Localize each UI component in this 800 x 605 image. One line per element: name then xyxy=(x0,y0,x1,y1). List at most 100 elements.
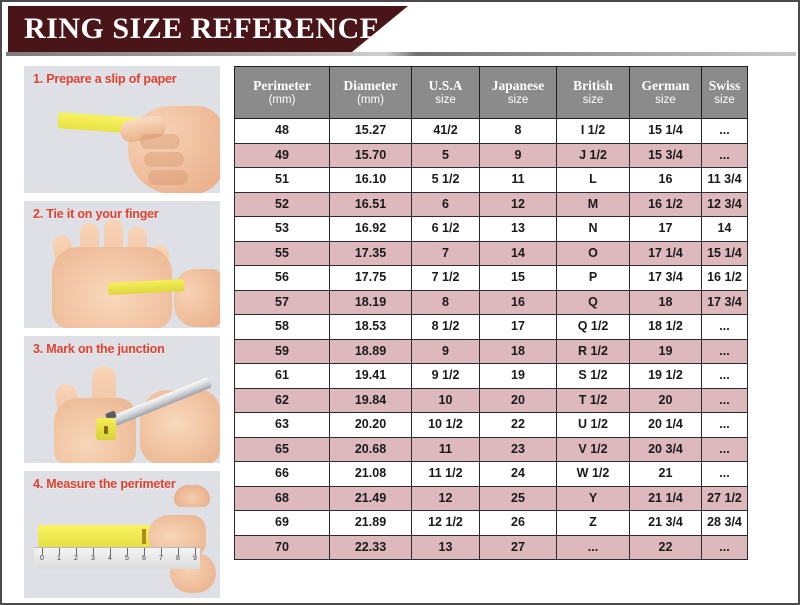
step-3-mark-junction: 3. Mark on the junction xyxy=(24,336,220,463)
table-cell: ... xyxy=(701,534,748,560)
table-cell: 16 1/2 xyxy=(629,191,702,217)
column-header-sub: size xyxy=(714,93,735,106)
table-cell: 17.75 xyxy=(329,265,412,291)
table-cell: 17 3/4 xyxy=(701,289,748,315)
table-cell: 7 1/2 xyxy=(411,265,480,291)
table-cell: 18 xyxy=(479,338,557,364)
table-header-row: Perimeter (mm) Diameter (mm) U.S.A size Japane… xyxy=(234,66,748,119)
step-1-prepare-paper: 1. Prepare a slip of paper xyxy=(24,66,220,193)
table-cell: 19 1/2 xyxy=(629,363,702,389)
table-cell: 19.84 xyxy=(329,387,412,413)
table-cell: 10 1/2 xyxy=(411,412,480,438)
table-row: 56 17.75 7 1/2 15 P 17 3/4 16 1/2 xyxy=(234,265,748,291)
table-cell: 21 1/4 xyxy=(629,485,702,511)
column-header-diameter: Diameter (mm) xyxy=(329,66,412,119)
column-header-u-s-a: U.S.A size xyxy=(411,66,480,119)
table-cell: 13 xyxy=(411,534,480,560)
ruler-tick-label: 9 xyxy=(193,555,197,562)
table-cell: ... xyxy=(701,118,748,144)
table-cell: 18.53 xyxy=(329,314,412,340)
content-area: 1. Prepare a slip of paper 2. Tie it on … xyxy=(2,58,798,603)
table-cell: 6 xyxy=(411,191,480,217)
table-cell: 20.20 xyxy=(329,412,412,438)
table-cell: V 1/2 xyxy=(556,436,630,462)
table-cell: 69 xyxy=(234,510,330,536)
table-cell: 13 xyxy=(479,216,557,242)
banner-divider xyxy=(6,52,796,56)
table-cell: Z xyxy=(556,510,630,536)
table-cell: 63 xyxy=(234,412,330,438)
table-cell: 15.27 xyxy=(329,118,412,144)
table-cell: 11 3/4 xyxy=(701,167,748,193)
junction-mark xyxy=(142,529,146,544)
ruler-tick-label: 7 xyxy=(159,555,163,562)
column-header-perimeter: Perimeter (mm) xyxy=(234,66,330,119)
column-header-sub: (mm) xyxy=(268,93,296,106)
table-cell: 19 xyxy=(479,363,557,389)
junction-mark xyxy=(104,426,108,434)
table-cell: L xyxy=(556,167,630,193)
table-cell: 6 1/2 xyxy=(411,216,480,242)
step-4-measure-perimeter: 0 1 2 3 4 5 6 7 8 9 4. Measure the perim… xyxy=(24,471,220,598)
table-cell: 16 xyxy=(479,289,557,315)
step-2-label: 2. Tie it on your finger xyxy=(33,207,159,221)
column-header-sub: size xyxy=(507,93,529,106)
table-cell: 14 xyxy=(701,216,748,242)
table-cell: J 1/2 xyxy=(556,142,630,168)
table-cell: 21.08 xyxy=(329,461,412,487)
table-row: 53 16.92 6 1/2 13 N 17 14 xyxy=(234,216,748,242)
column-header-japanese: Japanese size xyxy=(479,66,557,119)
table-cell: 22 xyxy=(629,534,702,560)
ruler-tick-label: 5 xyxy=(125,555,129,562)
table-cell: 17 3/4 xyxy=(629,265,702,291)
ruler-tick-label: 8 xyxy=(176,555,180,562)
ruler: 0 1 2 3 4 5 6 7 8 9 xyxy=(34,547,200,569)
table-cell: 19 xyxy=(629,338,702,364)
table-cell: 11 xyxy=(411,436,480,462)
table-cell: 9 xyxy=(411,338,480,364)
table-cell: 14 xyxy=(479,240,557,266)
table-cell: 59 xyxy=(234,338,330,364)
table-cell: S 1/2 xyxy=(556,363,630,389)
table-cell: 16.51 xyxy=(329,191,412,217)
column-header-main: Diameter xyxy=(343,78,398,94)
table-cell: ... xyxy=(701,363,748,389)
table-cell: ... xyxy=(701,436,748,462)
table-cell: ... xyxy=(701,387,748,413)
ruler-tick-label: 1 xyxy=(57,555,61,562)
table-cell: 26 xyxy=(479,510,557,536)
table-row: 69 21.89 12 1/2 26 Z 21 3/4 28 3/4 xyxy=(234,510,748,536)
table-cell: ... xyxy=(701,412,748,438)
table-row: 70 22.33 13 27... 22... xyxy=(234,534,748,560)
table-body: 48 15.27 41/2 8 I 1/2 15 1/4... 49 15.70 5 9 J 1/2… xyxy=(234,118,748,560)
table-cell: 12 1/2 xyxy=(411,510,480,536)
column-header-sub: size xyxy=(655,93,676,106)
table-cell: 58 xyxy=(234,314,330,340)
photo-palm-with-paper-band xyxy=(24,201,220,328)
table-cell: 5 xyxy=(411,142,480,168)
ring-size-table: Perimeter (mm) Diameter (mm) U.S.A size Japane… xyxy=(234,66,748,560)
table-cell: Q xyxy=(556,289,630,315)
table-cell: 11 xyxy=(479,167,557,193)
photo-ruler-measuring-strip: 0 1 2 3 4 5 6 7 8 9 xyxy=(24,471,220,598)
table-cell: 41/2 xyxy=(411,118,480,144)
table-cell: 56 xyxy=(234,265,330,291)
table-cell: 15 1/4 xyxy=(629,118,702,144)
table-cell: N xyxy=(556,216,630,242)
ruler-tick-label: 2 xyxy=(74,555,78,562)
table-cell: 20 xyxy=(479,387,557,413)
table-cell: ... xyxy=(701,338,748,364)
table-cell: 55 xyxy=(234,240,330,266)
table-row: 51 16.10 5 1/2 11 L 16 11 3/4 xyxy=(234,167,748,193)
table-row: 52 16.51 6 12 M 16 1/2 12 3/4 xyxy=(234,191,748,217)
table-cell: 65 xyxy=(234,436,330,462)
table-cell: 17 1/4 xyxy=(629,240,702,266)
table-row: 66 21.08 11 1/2 24 W 1/2 21... xyxy=(234,461,748,487)
table-cell: 21.49 xyxy=(329,485,412,511)
table-row: 68 21.49 12 25 Y 21 1/4 27 1/2 xyxy=(234,485,748,511)
column-header-main: U.S.A xyxy=(428,78,463,94)
table-cell: 23 xyxy=(479,436,557,462)
column-header-sub: (mm) xyxy=(357,93,384,106)
table-cell: 66 xyxy=(234,461,330,487)
table-cell: 61 xyxy=(234,363,330,389)
